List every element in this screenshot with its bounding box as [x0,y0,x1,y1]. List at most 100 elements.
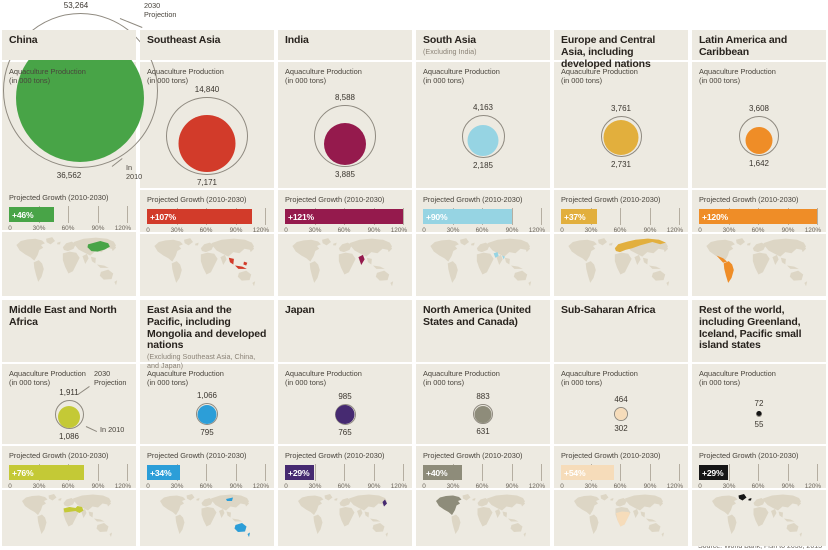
region-highlight-china [87,241,110,252]
value-2010: 36,562 [56,171,82,180]
circle-chart: 3,761 2,731 [554,84,688,188]
source-note: Source: World Bank, Fish to 2030, 2013 [698,543,822,550]
value-2030: 1,911 [59,387,79,397]
continents-shape [706,238,808,287]
growth-label: Projected Growth (2010-2030) [699,451,799,460]
panel-title: Sub-Saharan Africa [561,304,656,316]
axis-tick-label: 60% [475,227,489,234]
growth-bar: +46% [9,207,54,222]
continents-shape [292,238,394,287]
production-label: Aquaculture Production (in 000 tons) [285,67,362,86]
continents-shape [22,494,112,537]
axis-tick-label: 90% [229,483,243,490]
circle-2010 [324,123,366,165]
region-highlight-south-asia [493,252,505,260]
panel-north-america: North America (United States and Canada)… [416,300,550,546]
circle-2010 [197,405,217,424]
growth-label: Projected Growth (2010-2030) [9,193,109,202]
continents-shape [712,494,802,537]
axis-tick-label: 120% [390,483,408,490]
growth-section: Projected Growth (2010-2030) +37% 0 30% 60% 9… [554,190,688,234]
axis-tick [482,464,483,481]
axis-tick-label: 30% [32,225,46,232]
axis-tick-label: 120% [252,483,270,490]
growth-section: Projected Growth (2010-2030) +121% 0 30% 60%… [278,190,412,234]
circle-wrap [166,97,248,175]
axis-tick-label: 120% [114,225,132,232]
panel-header: Sub-Saharan Africa [554,300,688,362]
axis-tick-label: 30% [170,227,184,234]
growth-section: Projected Growth (2010-2030) +120% 0 30% 60%… [692,190,826,234]
world-map [2,232,136,296]
circle-2030-projection [54,399,84,429]
value-2030: 53,264 [63,1,89,10]
axis-tick-label: 120% [804,483,822,490]
growth-value: +76% [12,468,34,478]
production-label: Aquaculture Production (in 000 tons) [561,369,638,388]
panel-header: Japan [278,300,412,362]
axis-tick-label: 90% [781,483,795,490]
axis-tick-label: 0 [698,483,702,490]
world-map [554,490,688,546]
axis-tick-label: 60% [199,227,213,234]
axis-tick-label: 30% [446,483,460,490]
axis-tick [788,464,789,481]
axis-tick [729,464,730,481]
axis-tick [512,208,513,225]
axis-tick-label: 60% [337,227,351,234]
world-map-svg [16,237,118,286]
region-highlight-india [358,254,365,265]
growth-bar-chart: +46% 0 30% 60% 90% 120% [8,206,132,234]
panel-title: North America (United States and Canada) [423,304,531,328]
world-map-svg [22,494,112,537]
axis-tick [620,464,621,481]
axis-tick [403,208,404,225]
axis-tick [758,464,759,481]
axis-tick [541,464,542,481]
production-label: Aquaculture Production (in 000 tons) [9,369,86,388]
circle-2010 [474,406,492,423]
world-map [278,490,412,546]
world-map-svg [430,238,532,287]
circle-2030-projection [461,114,505,158]
panel-title: East Asia and the Pacific, including Mon… [147,304,267,352]
axis-tick-label: 0 [146,483,150,490]
world-map-svg [574,494,664,537]
axis-tick [650,208,651,225]
circle-2010 [467,124,499,156]
circle-chart: 1,066 795 [140,384,274,444]
projection-2030-annotation: 2030 Projection [94,369,127,387]
axis-tick-label: 90% [505,227,519,234]
axis-tick-label: 90% [367,227,381,234]
region-highlight-middle-east-north-africa [63,506,84,513]
value-2010: 631 [476,427,490,436]
axis-tick-label: 30% [308,227,322,234]
growth-section: Projected Growth (2010-2030) +29% 0 30% 60% 9… [692,446,826,490]
production-section: Aquaculture Production (in 000 tons) 8,58… [278,62,412,188]
axis-tick-label: 120% [528,227,546,234]
axis-tick-label: 60% [751,483,765,490]
circle-wrap [461,114,505,158]
axis-tick-label: 60% [61,225,75,232]
production-section: Aquaculture Production (in 000 tons) 14,8… [140,62,274,188]
production-section: Aquaculture Production (in 000 tons) 1,06… [140,364,274,444]
growth-value: +107% [150,212,176,222]
growth-bar-chart: +29% 0 30% 60% 90% 120% [284,464,408,492]
value-2010: 2,731 [610,159,632,169]
axis-tick-label: 60% [613,483,627,490]
circle-chart: 53,264 36,562 [2,0,158,183]
production-label: Aquaculture Production (in 000 tons) [285,369,362,388]
growth-value: +46% [12,210,34,220]
growth-bar: +90% [423,209,512,224]
value-2010: 1,086 [58,431,80,441]
axis-tick-label: 30% [446,227,460,234]
axis-tick-label: 60% [613,227,627,234]
value-2010: 2,185 [472,160,494,170]
axis-tick-label: 90% [229,227,243,234]
axis-tick-label: 0 [284,483,288,490]
production-section: Aquaculture Production (in 000 tons) 4,16… [416,62,550,188]
growth-bar: +37% [561,209,597,224]
panel-rest-of-world: Rest of the world, including Greenland, … [692,300,826,546]
panel-india: India Aquaculture Production (in 000 tons… [278,30,412,296]
